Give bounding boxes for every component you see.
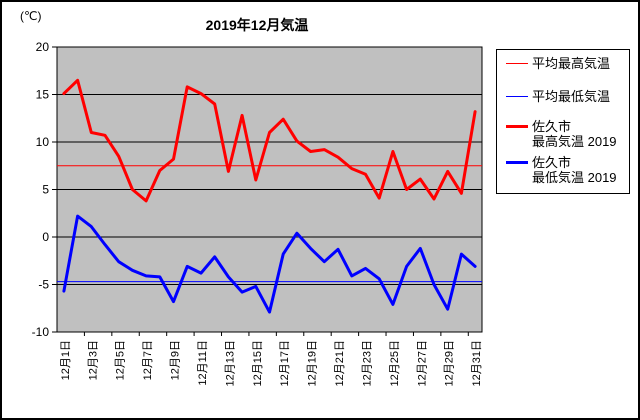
legend-item-avg-max: 平均最高気温 xyxy=(497,56,629,71)
x-label-29: 12月29日 xyxy=(444,340,456,386)
legend: 平均最高気温 平均最低気温 佐久市 最高気温 2019 佐久市 最低気温 201… xyxy=(496,49,630,194)
x-label-19: 12月19日 xyxy=(307,340,319,386)
x-label-5: 12月5日 xyxy=(115,340,127,380)
chart-title: 2019年12月気温 xyxy=(205,17,309,33)
legend-label-avg-max: 平均最高気温 xyxy=(532,56,611,71)
y-tick-label-0: 0 xyxy=(42,230,49,244)
x-label-11: 12月11日 xyxy=(197,340,209,386)
legend-label-max-2019: 最高気温 2019 xyxy=(532,134,617,149)
x-label-17: 12月17日 xyxy=(279,340,291,386)
legend-label-max-2019-city: 佐久市 xyxy=(532,119,572,134)
x-label-1: 12月1日 xyxy=(60,340,72,380)
y-tick-label-10: 10 xyxy=(36,135,50,149)
min-2019-line-swatch xyxy=(506,161,528,164)
x-label-9: 12月9日 xyxy=(170,340,182,380)
avg-max-line-swatch xyxy=(506,63,528,64)
legend-item-max-2019: 佐久市 最高気温 2019 xyxy=(497,119,629,149)
x-label-7: 12月7日 xyxy=(142,340,154,380)
y-tick-label--5: -5 xyxy=(38,278,49,292)
legend-label-avg-min: 平均最低気温 xyxy=(532,89,611,104)
y-axis-unit-label: (℃) xyxy=(20,9,42,23)
series-line-2 xyxy=(62,78,477,203)
legend-item-min-2019: 佐久市 最低気温 2019 xyxy=(497,155,629,185)
x-label-21: 12月21日 xyxy=(334,340,346,386)
x-label-27: 12月27日 xyxy=(416,340,428,386)
x-label-25: 12月25日 xyxy=(389,340,401,386)
legend-label-min-2019-city: 佐久市 xyxy=(532,155,572,170)
y-tick-label-5: 5 xyxy=(42,183,49,197)
x-label-31: 12月31日 xyxy=(471,340,483,386)
legend-item-avg-min: 平均最低気温 xyxy=(497,89,629,104)
series-line-3 xyxy=(62,214,477,314)
x-label-15: 12月15日 xyxy=(252,340,264,386)
y-tick-label-15: 15 xyxy=(36,88,50,102)
x-label-3: 12月3日 xyxy=(87,340,99,380)
avg-min-line-swatch xyxy=(506,96,528,97)
y-tick-label-20: 20 xyxy=(36,40,50,54)
max-2019-line-swatch xyxy=(506,125,528,128)
x-label-23: 12月23日 xyxy=(361,340,373,386)
x-label-13: 12月13日 xyxy=(224,340,236,386)
y-tick-label--10: -10 xyxy=(32,325,50,339)
legend-label-min-2019: 最低気温 2019 xyxy=(532,170,617,185)
